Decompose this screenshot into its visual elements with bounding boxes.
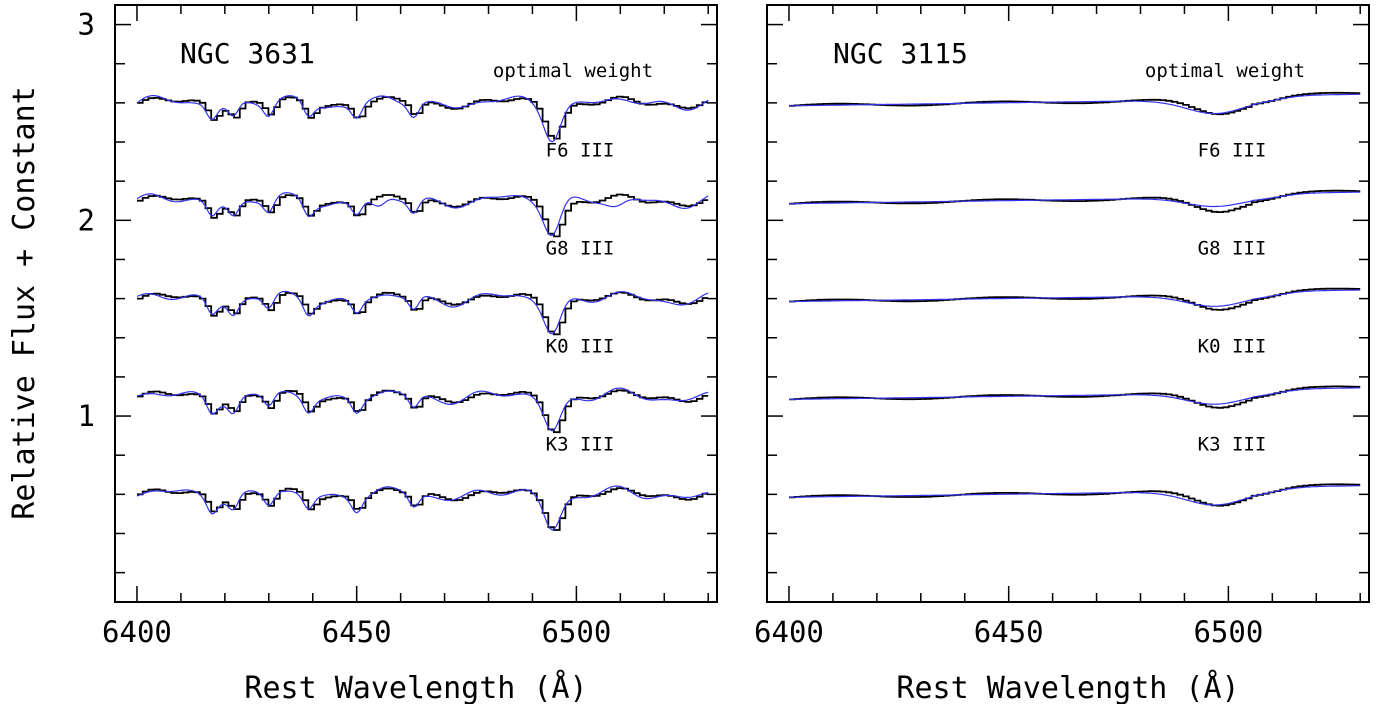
plot-frame — [766, 4, 1370, 603]
template-fit-line — [136, 192, 709, 237]
galaxy-title: NGC 3115 — [833, 37, 968, 70]
panel-ngc3115: 6400 6450 6500 NGC 3115 optimal weight F6 I… — [754, 4, 1370, 704]
x-axis-title: Rest Wavelength (Å) — [896, 670, 1239, 704]
template-label: K0 III — [1198, 335, 1267, 357]
template-labels: optimal weight F6 III G8 III K0 III K3 III — [1145, 60, 1305, 455]
template-fit-line — [136, 290, 709, 335]
x-tick-label: 6500 — [541, 615, 611, 649]
data-spectrum-line — [789, 385, 1361, 409]
template-label: optimal weight — [1145, 60, 1305, 82]
template-label: K3 III — [546, 433, 615, 455]
template-fit-line — [788, 485, 1361, 506]
template-label: G8 III — [546, 238, 615, 260]
x-tick-label: 6500 — [1193, 615, 1263, 649]
panel-ngc3631: 1 2 3 6400 6450 6500 NGC 3631 optimal weight… — [78, 4, 718, 704]
template-fit-line — [789, 93, 1361, 115]
data-spectrum-line — [137, 95, 709, 140]
x-tick-label: 6400 — [754, 615, 824, 649]
data-spectrum-line — [137, 389, 709, 434]
y-tick-label: 3 — [78, 8, 95, 42]
y-tick-label: 2 — [78, 203, 95, 237]
tick-marks — [767, 5, 1369, 602]
data-spectrum-line — [789, 287, 1361, 311]
x-tick-labels: 6400 6450 6500 — [102, 615, 611, 649]
data-spectrum-line — [789, 91, 1361, 116]
template-label: K0 III — [546, 335, 615, 357]
template-fit-line — [788, 191, 1361, 208]
tick-marks — [115, 5, 717, 602]
template-fit-line — [136, 485, 709, 531]
y-axis-title: Relative Flux + Constant — [7, 86, 42, 519]
plot-frame — [114, 4, 718, 603]
x-tick-label: 6450 — [322, 615, 392, 649]
template-label: K3 III — [1198, 433, 1267, 455]
data-spectrum-line — [789, 189, 1361, 213]
data-spectrum-line — [137, 193, 709, 238]
template-fit-line — [789, 289, 1361, 307]
template-label: F6 III — [546, 140, 615, 162]
x-tick-label: 6400 — [102, 615, 172, 649]
template-label: optimal weight — [493, 60, 653, 82]
template-label: F6 III — [1198, 140, 1267, 162]
template-fit-line — [789, 387, 1361, 405]
y-tick-labels: 1 2 3 — [78, 8, 95, 433]
data-spectrum-line — [137, 487, 709, 531]
template-labels: optimal weight F6 III G8 III K0 III K3 III — [493, 60, 653, 455]
x-tick-labels: 6400 6450 6500 — [754, 615, 1263, 649]
data-spectrum-line — [789, 483, 1361, 507]
x-axis-title: Rest Wavelength (Å) — [244, 670, 587, 704]
y-tick-label: 1 — [78, 399, 95, 433]
template-label: G8 III — [1198, 238, 1267, 260]
template-fit-line — [136, 95, 709, 143]
template-fit-line — [136, 387, 709, 432]
spectra — [136, 95, 709, 531]
spectra — [788, 91, 1361, 507]
data-spectrum-line — [137, 291, 709, 336]
x-tick-label: 6450 — [974, 615, 1044, 649]
galaxy-title: NGC 3631 — [180, 37, 315, 70]
